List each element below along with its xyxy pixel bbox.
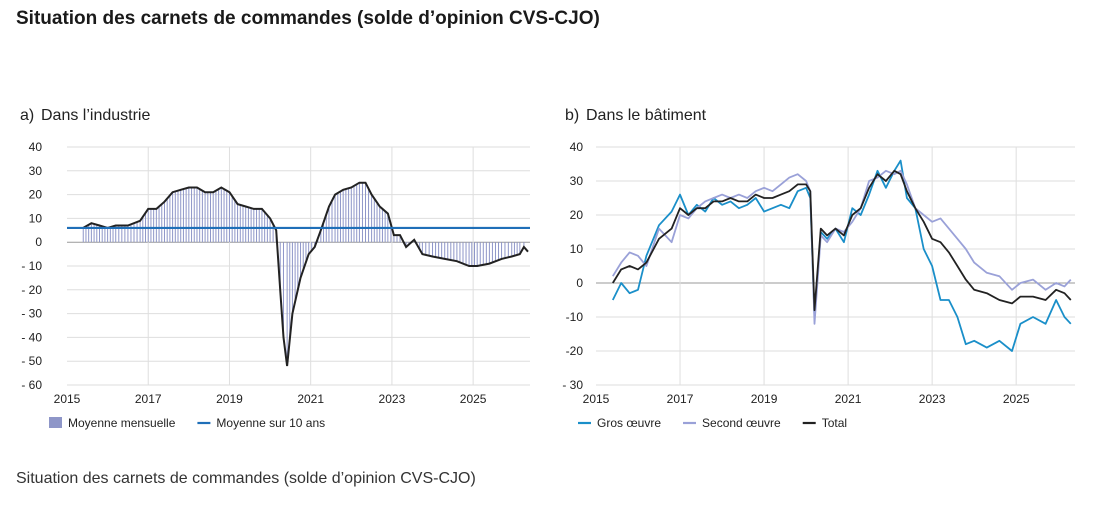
legend: Gros œuvre Second œuvre Total [578,416,847,430]
y-tick-label: -10 [566,310,584,324]
y-tick-label: 30 [29,164,43,178]
figure-caption: Situation des carnets de commandes (sold… [16,470,476,487]
legend-item: Gros œuvre [578,416,661,430]
panel-label: a) [20,107,34,124]
y-tick-label: - 20 [21,283,42,297]
y-tick-label: 0 [35,235,42,249]
x-tick-label: 2015 [54,392,81,406]
y-tick-label: 40 [570,140,584,154]
bar-series [82,182,525,366]
y-tick-label: 0 [576,276,583,290]
y-tick-label: -20 [566,344,584,358]
y-tick-label: 30 [570,174,584,188]
y-tick-label: - 30 [21,307,42,321]
x-tick-label: 2023 [919,392,946,406]
x-tick-label: 2021 [297,392,324,406]
series-line [611,159,1072,352]
panel-label: b) [565,107,579,124]
series-line [612,169,1072,312]
x-tick-label: 2017 [667,392,694,406]
legend-label: Moyenne mensuelle [68,416,176,430]
chart-panel-industry: a) Dans l’industrie 40 30 20 10 0 - 10 - 20 - 30 -… [20,107,530,430]
x-tick-label: 2019 [751,392,778,406]
legend-swatch [49,417,62,428]
y-tick-label: 20 [29,188,43,202]
legend-label: Total [822,416,847,430]
figure: a) Dans l’industrie 40 30 20 10 0 - 10 - 20 - 30 -… [20,107,1075,430]
x-tick-label: 2023 [379,392,406,406]
y-tick-label: - 60 [21,378,42,392]
y-tick-label: 20 [570,208,584,222]
x-tick-label: 2017 [135,392,162,406]
legend-label: Gros œuvre [597,416,661,430]
x-tick-label: 2021 [835,392,862,406]
legend-item: Total [802,416,847,430]
panel-title: Dans le bâtiment [586,107,707,124]
y-tick-label: 40 [29,140,43,154]
x-tick-label: 2025 [460,392,487,406]
legend-item: Second œuvre [683,416,781,430]
legend-label: Second œuvre [702,416,781,430]
page-title: Situation des carnets de commandes (sold… [16,8,600,29]
y-tick-label: - 10 [21,259,42,273]
y-tick-label: - 40 [21,330,42,344]
x-tick-label: 2019 [216,392,243,406]
legend-item: Moyenne sur 10 ans [197,416,325,430]
y-tick-label: - 50 [21,354,42,368]
x-tick-label: 2015 [583,392,610,406]
x-tick-label: 2025 [1003,392,1030,406]
y-tick-label: 10 [570,242,584,256]
y-tick-label: - 30 [562,378,583,392]
legend: Moyenne mensuelle Moyenne sur 10 ans [49,416,325,430]
legend-label: Moyenne sur 10 ans [216,416,325,430]
y-tick-label: 10 [29,211,43,225]
legend-item: Moyenne mensuelle [49,416,176,430]
panel-title: Dans l’industrie [41,107,150,124]
bar-series-outline [82,181,529,367]
